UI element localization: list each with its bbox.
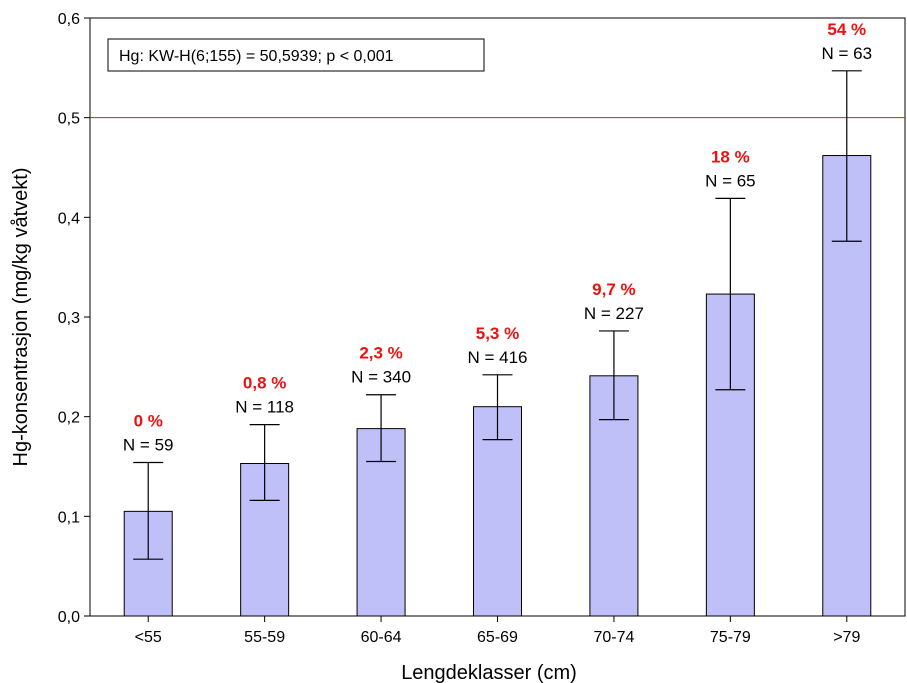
x-axis-label: Lengdeklasser (cm) xyxy=(401,662,577,683)
n-label: N = 416 xyxy=(467,348,527,367)
y-tick-label: 0,5 xyxy=(58,111,80,128)
y-tick-label: 0,2 xyxy=(58,410,80,427)
axes-layer: <55 55-59 60-64 65-69 70-74 75-79 >79 0,0 0,1 0,2… xyxy=(58,11,861,646)
annotation-text: Hg: KW-H(6;155) = 50,5939; p < 0,001 xyxy=(119,48,394,65)
x-tick-label: 75-79 xyxy=(710,629,751,646)
y-tick-label: 0,3 xyxy=(58,310,80,327)
error-bars-layer xyxy=(133,70,862,560)
n-label: N = 340 xyxy=(351,368,411,387)
x-tick-label: 55-59 xyxy=(244,629,285,646)
percent-label: 0 % xyxy=(134,412,163,431)
bar xyxy=(473,406,522,617)
y-axis-label: Hg-konsentrasjon (mg/kg våtvekt) xyxy=(10,167,32,466)
percent-label: 2,3 % xyxy=(359,344,402,363)
x-tick-label: <55 xyxy=(135,629,162,646)
percent-label: 54 % xyxy=(827,20,866,39)
percent-label: 9,7 % xyxy=(592,280,635,299)
n-label: N = 63 xyxy=(822,44,873,63)
n-label: N = 227 xyxy=(584,304,644,323)
percent-label: 0,8 % xyxy=(243,374,286,393)
n-label: N = 118 xyxy=(235,398,294,417)
data-labels-layer: N = 59 0 % N = 118 0,8 % N = 340 2,3 % N = 416… xyxy=(123,20,872,455)
percent-label: 18 % xyxy=(711,147,750,166)
annotation-box: Hg: KW-H(6;155) = 50,5939; p < 0,001 xyxy=(107,38,485,72)
percent-label: 5,3 % xyxy=(476,324,519,343)
n-label: N = 59 xyxy=(123,436,174,455)
x-tick-label: >79 xyxy=(833,629,860,646)
x-tick-label: 70-74 xyxy=(593,629,634,646)
x-tick-label: 60-64 xyxy=(361,629,402,646)
y-tick-label: 0,6 xyxy=(58,11,80,28)
y-tick-label: 0,1 xyxy=(58,509,80,526)
y-tick-label: 0,4 xyxy=(58,210,80,227)
x-tick-label: 65-69 xyxy=(477,629,518,646)
n-label: N = 65 xyxy=(705,171,756,190)
y-tick-label: 0,0 xyxy=(58,609,80,626)
